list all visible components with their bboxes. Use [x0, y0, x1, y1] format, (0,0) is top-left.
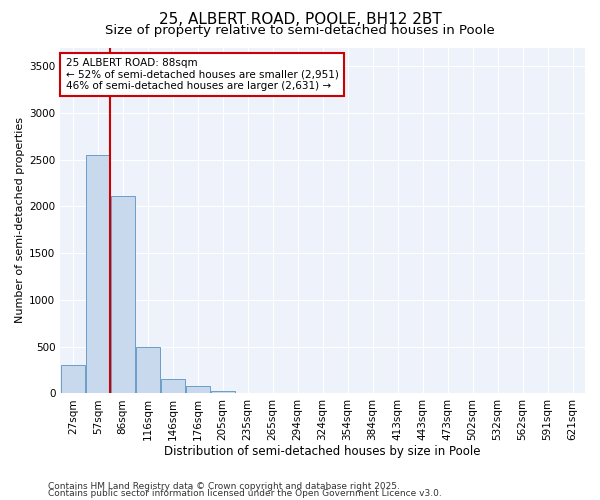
X-axis label: Distribution of semi-detached houses by size in Poole: Distribution of semi-detached houses by …: [164, 444, 481, 458]
Text: Contains public sector information licensed under the Open Government Licence v3: Contains public sector information licen…: [48, 489, 442, 498]
Bar: [86, 155, 110, 394]
Bar: [161, 380, 185, 394]
Bar: [136, 346, 160, 394]
Bar: [61, 365, 85, 394]
Bar: [111, 196, 134, 394]
Text: Size of property relative to semi-detached houses in Poole: Size of property relative to semi-detach…: [105, 24, 495, 37]
Y-axis label: Number of semi-detached properties: Number of semi-detached properties: [15, 118, 25, 324]
Text: 25 ALBERT ROAD: 88sqm
← 52% of semi-detached houses are smaller (2,951)
46% of s: 25 ALBERT ROAD: 88sqm ← 52% of semi-deta…: [65, 58, 338, 91]
Bar: [186, 386, 209, 394]
Text: Contains HM Land Registry data © Crown copyright and database right 2025.: Contains HM Land Registry data © Crown c…: [48, 482, 400, 491]
Bar: [211, 390, 235, 394]
Text: 25, ALBERT ROAD, POOLE, BH12 2BT: 25, ALBERT ROAD, POOLE, BH12 2BT: [158, 12, 442, 28]
